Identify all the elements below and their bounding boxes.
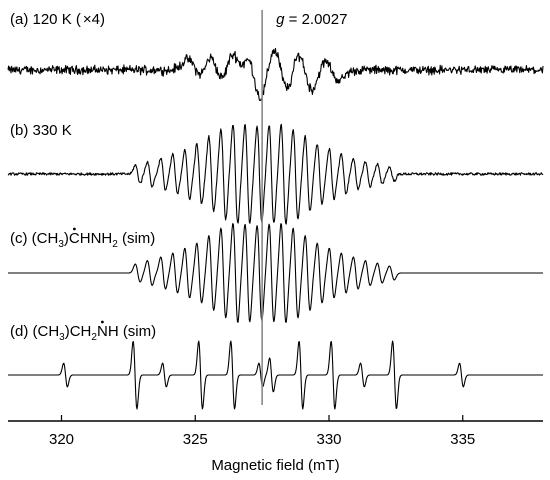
radical-dot-c <box>72 227 76 231</box>
label-c-part-6: (sim) <box>118 230 156 247</box>
spectrum-trace-b <box>7 123 544 225</box>
spectrum-label-b: (b) 330 K <box>10 122 72 139</box>
label-c-sub-2: 2 <box>112 239 118 250</box>
label-a-times: × <box>83 11 92 28</box>
label-d-sub-2: 2 <box>91 332 97 343</box>
label-d-part-5: H (sim) <box>108 323 156 340</box>
x-tick-label-320: 320 <box>49 431 74 448</box>
label-c-part-0: (c) (CH <box>10 230 58 247</box>
label-d-radical-nitrogen: N <box>97 323 108 340</box>
g-value-label: g = 2.0027 <box>276 11 347 28</box>
label-c-radical-carbon: C <box>69 230 80 247</box>
label-a-part-0: (a) 120 K ( <box>10 11 81 28</box>
label-d-part-2: )CH <box>65 323 92 340</box>
spectrum-label-a: (a) 120 K (×4) <box>10 11 105 28</box>
x-axis-label: Magnetic field (mT) <box>211 457 339 474</box>
label-d-sub-3: 3 <box>59 332 65 343</box>
label-d-part-0: (d) (CH <box>10 323 59 340</box>
radical-dot-d <box>100 320 104 324</box>
label-c-part-2: ) <box>64 230 69 247</box>
label-a-part-2: 4) <box>92 11 105 28</box>
x-tick-label-325: 325 <box>183 431 208 448</box>
spectrum-label-c: (c) (CH3)CHNH2 (sim) <box>10 230 155 250</box>
spectrum-label-d: (d) (CH3)CH2NH (sim) <box>10 323 156 343</box>
g-symbol: g <box>276 11 285 28</box>
spectra-layer <box>7 47 544 410</box>
label-b-part-0: (b) 330 K <box>10 122 72 139</box>
spectrum-trace-d <box>8 340 543 410</box>
spectrum-trace-c <box>8 223 543 323</box>
x-axis-ticks: 320 325 330 335 <box>49 415 475 448</box>
label-c-sub-3: 3 <box>58 239 64 250</box>
x-tick-label-330: 330 <box>316 431 341 448</box>
label-c-part-4: HNH <box>80 230 113 247</box>
x-tick-label-335: 335 <box>450 431 475 448</box>
spectrum-trace-a <box>7 47 544 102</box>
g-value: = 2.0027 <box>284 11 347 28</box>
